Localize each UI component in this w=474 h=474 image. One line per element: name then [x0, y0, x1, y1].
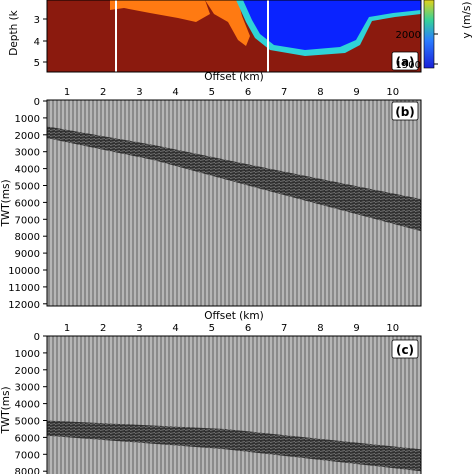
colorbar-label: y (m/s)	[461, 2, 473, 39]
panel-b-y-tick-label: 5000	[15, 182, 40, 193]
panel-c-label: (c)	[396, 343, 414, 357]
seismic-image-b	[47, 100, 421, 306]
panel-c-y-tick-label: 2000	[15, 366, 40, 377]
colorbar-ticks: 2000 1500	[396, 30, 438, 71]
velocity-image	[47, 0, 421, 72]
panel-b-label-box	[391, 101, 419, 121]
panel-b-y-tick-label: 4000	[15, 165, 40, 176]
panel-a: 3 4 5 Depth (k Offset (km) (a) 2000 1500 y …	[8, 0, 473, 83]
panel-b-y-tick-label: 3000	[15, 148, 40, 159]
panel-b-ylabel: TWT(ms)	[0, 179, 12, 227]
panel-b-label: (b)	[395, 105, 415, 119]
panel-b-x-tick-label: 8	[317, 87, 323, 98]
panel-c-x-tick-label: 5	[209, 323, 215, 334]
panel-c-x-tick-label: 6	[245, 323, 251, 334]
panel-b-x-tick-label: 10	[386, 87, 399, 98]
panel-c-x-tick-label: 8	[317, 323, 323, 334]
panel-b-y-tick-label: 9000	[15, 249, 40, 260]
panel-c-y-tick-label: 5000	[15, 417, 40, 428]
depth-tick-label: 5	[34, 58, 40, 69]
panel-b-reflector-band	[47, 126, 421, 232]
panel-c: Offset (km) 1 2 3 4 5 6 7 8 9 10 0 1000 2000 3000 400…	[0, 310, 422, 474]
panel-b-top-x-ticks: 1 2 3 4 5 6 7 8 9 10	[64, 87, 399, 104]
panel-b-y-tick-label: 1000	[15, 114, 40, 125]
panel-a-frame	[46, 0, 422, 73]
panel-b-x-tick-label: 5	[209, 87, 215, 98]
panel-b-y-tick-label: 0	[34, 97, 40, 108]
panel-b-y-tick-label: 11000	[8, 283, 40, 294]
panel-b-y-tick-label: 12000	[8, 300, 40, 311]
velocity-patch-left	[110, 0, 210, 22]
panel-b-x-tick-label: 4	[172, 87, 178, 98]
panel-c-y-tick-label: 0	[34, 332, 40, 343]
panel-b-y-tick-label: 8000	[15, 232, 40, 243]
panel-c-y-tick-label: 8000	[15, 467, 40, 474]
panel-c-y-tick-label: 7000	[15, 450, 40, 461]
panel-c-y-tick-label: 4000	[15, 400, 40, 411]
panel-b-x-tick-label: 1	[64, 87, 70, 98]
panel-c-x-tick-label: 4	[172, 323, 178, 334]
panel-b-y-tick-label: 7000	[15, 215, 40, 226]
panel-c-frame	[46, 335, 422, 474]
colorbar-tick-label: 1500	[396, 60, 421, 71]
panel-a-label-box	[391, 51, 419, 71]
depth-tick-label: 4	[34, 37, 40, 48]
velocity-patch-right	[205, 0, 250, 46]
panel-c-x-tick-label: 2	[100, 323, 106, 334]
panel-b-y-tick-label: 6000	[15, 198, 40, 209]
panel-c-x-tick-label: 3	[136, 323, 142, 334]
panel-c-y-tick-label: 3000	[15, 383, 40, 394]
panel-c-reflector-band	[47, 420, 421, 472]
panel-b-x-tick-label: 6	[245, 87, 251, 98]
panel-c-x-tick-label: 9	[353, 323, 359, 334]
seismic-image-c	[47, 336, 421, 474]
panel-b-y-tick-label: 2000	[15, 131, 40, 142]
colorbar-tick-label: 2000	[396, 30, 421, 41]
panel-a-label: (a)	[395, 55, 414, 69]
panel-a-y-ticks: 3 4 5	[34, 15, 47, 69]
panel-c-x-tick-label: 7	[281, 323, 287, 334]
panel-c-y-ticks: 0 1000 2000 3000 4000 5000 6000 7000 8000	[15, 332, 47, 474]
panel-b-y-ticks: 0 1000 2000 3000 4000 5000 6000 7000 8000 9000 100…	[8, 97, 47, 311]
panel-b-x-tick-label: 2	[100, 87, 106, 98]
colorbar-gradient	[423, 0, 435, 69]
depth-tick-label: 3	[34, 15, 40, 26]
panel-a-xlabel: Offset (km)	[204, 71, 263, 83]
velocity-water-layer	[243, 0, 421, 50]
colorbar: 2000 1500 y (m/s)	[396, 0, 473, 71]
panel-a-ylabel: Depth (k	[8, 9, 20, 55]
panel-c-x-tick-label: 1	[64, 323, 70, 334]
panel-b-frame	[46, 99, 422, 307]
panel-c-xlabel: Offset (km)	[204, 310, 263, 322]
panel-b-x-tick-label: 3	[136, 87, 142, 98]
panel-c-x-tick-label: 10	[386, 323, 399, 334]
panel-c-ylabel: TWT(ms)	[0, 386, 12, 434]
panel-c-y-tick-label: 1000	[15, 349, 40, 360]
panel-c-y-tick-label: 6000	[15, 433, 40, 444]
panel-b-x-tick-label: 9	[353, 87, 359, 98]
panel-b-y-tick-label: 10000	[8, 266, 40, 277]
panel-b-x-tick-label: 7	[281, 87, 287, 98]
panel-b: 1 2 3 4 5 6 7 8 9 10 0 1000 2000 3000 4000 5000 6000 700…	[0, 87, 422, 311]
panel-c-label-box	[391, 339, 419, 359]
